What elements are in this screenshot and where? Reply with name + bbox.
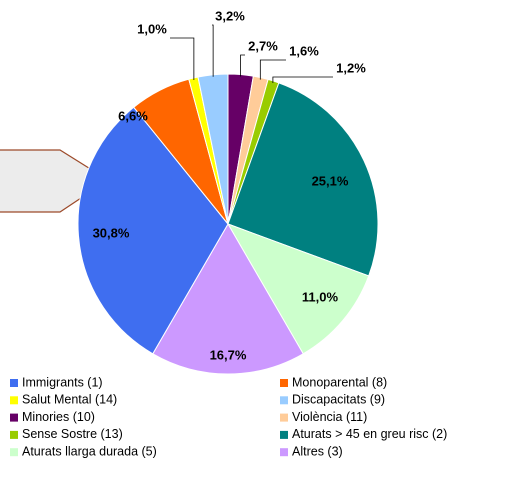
leader-line [259, 59, 286, 80]
legend-swatch [10, 413, 18, 422]
legend-swatch [280, 430, 288, 439]
legend-label: Discapacitats (9) [292, 393, 385, 407]
legend-label: Aturats > 45 en greu risc (2) [292, 427, 447, 441]
legend-label: Minories (10) [22, 410, 95, 424]
pie-slice [226, 223, 370, 355]
legend-swatch [280, 448, 288, 457]
data-label: 1,0% [137, 21, 167, 36]
legend-swatch [10, 379, 18, 387]
legend-swatch [10, 430, 18, 439]
data-label: 25,1% [312, 173, 349, 188]
data-label: 1,6% [289, 43, 319, 58]
legend-label: Altres (3) [292, 444, 343, 458]
data-label: 1,2% [336, 60, 366, 75]
data-label: 30,8% [93, 225, 130, 240]
pie-slice [77, 106, 229, 355]
legend-swatch [280, 396, 288, 405]
data-label: 11,0% [302, 289, 339, 304]
pie-slice [227, 82, 379, 277]
legend-label: Immigrants (1) [22, 375, 103, 389]
legend-swatch [10, 396, 18, 405]
data-label: 2,7% [248, 38, 278, 53]
pie-slice [152, 223, 304, 375]
leader-line [272, 76, 333, 83]
legend-swatch [280, 379, 288, 387]
legend-swatch [280, 413, 288, 422]
leader-line [170, 37, 195, 80]
data-label: 6,6% [118, 108, 148, 123]
legend-swatch [10, 448, 18, 457]
data-label: 3,2% [215, 8, 245, 23]
legend-label: Aturats llarga durada (5) [22, 444, 157, 458]
legend-label: Salut Mental (14) [22, 393, 117, 407]
legend-label: Violència (11) [292, 410, 367, 424]
legend-label: Sense Sostre (13) [22, 427, 123, 441]
leader-line [240, 54, 245, 77]
legend-label: Monoparental (8) [292, 375, 387, 389]
data-label: 16,7% [210, 347, 247, 362]
leader-line [212, 24, 214, 77]
